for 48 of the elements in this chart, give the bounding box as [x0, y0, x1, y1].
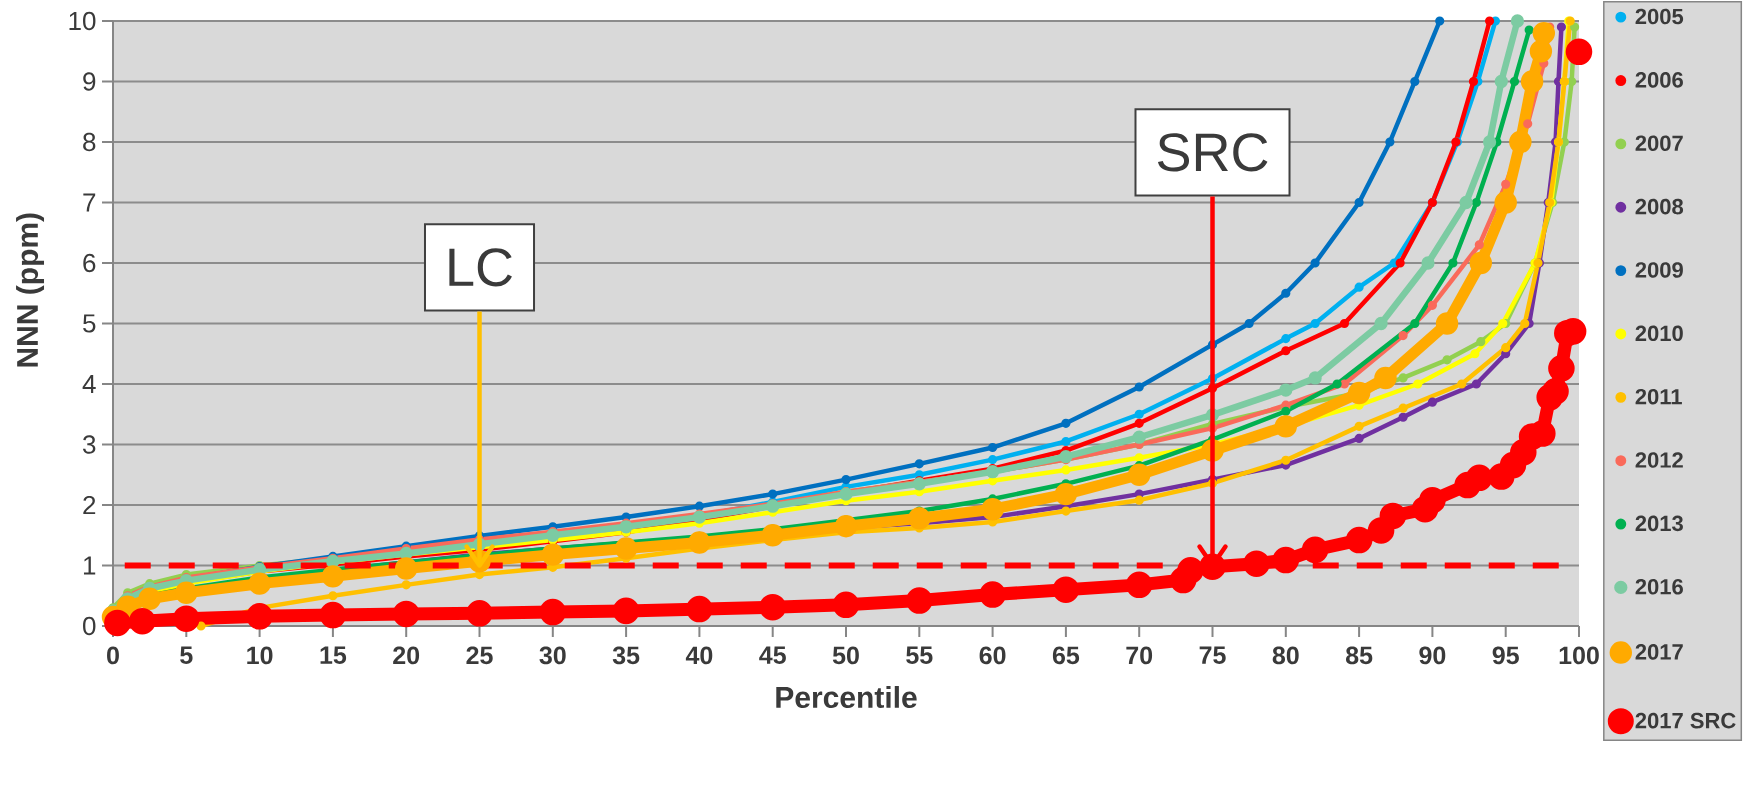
y-tick-label: 2 — [83, 495, 96, 515]
legend-label: 2009 — [1635, 262, 1683, 278]
x-tick-label: 100 — [1559, 646, 1599, 665]
x-tick-label: 55 — [906, 646, 933, 664]
y-axis-title: NNN (ppm) — [16, 213, 45, 367]
x-tick-label: 5 — [180, 646, 193, 664]
x-axis-title: Percentile — [776, 686, 917, 709]
x-tick-label: 50 — [832, 646, 859, 665]
legend-label: 2012 — [1635, 452, 1683, 468]
annotation: SRC — [1157, 133, 1268, 172]
x-tick-label: 20 — [393, 646, 420, 665]
legend-label: 2017 SRC — [1635, 712, 1736, 729]
legend-label: 2008 — [1635, 198, 1684, 215]
x-tick-label: 95 — [1492, 646, 1519, 665]
legend-label: 2005 — [1635, 8, 1684, 25]
y-tick-label: 0 — [83, 616, 96, 636]
x-tick-label: 80 — [1272, 646, 1299, 665]
x-tick-label: 70 — [1126, 646, 1153, 665]
x-tick-label: 45 — [759, 646, 786, 664]
y-tick-label: 5 — [83, 314, 96, 333]
x-tick-label: 0 — [107, 646, 119, 665]
x-tick-label: 35 — [612, 646, 640, 665]
x-tick-label: 60 — [979, 646, 1006, 665]
x-tick-label: 75 — [1199, 646, 1226, 664]
x-tick-label: 85 — [1346, 646, 1373, 665]
x-tick-label: 30 — [539, 646, 566, 665]
x-tick-label: 65 — [1052, 646, 1080, 665]
legend-label: 2007 — [1635, 135, 1683, 152]
x-tick-label: 15 — [320, 646, 347, 664]
y-tick-label: 1 — [83, 556, 96, 575]
y-tick-label: 7 — [83, 193, 96, 212]
y-tick-label: 10 — [69, 11, 96, 31]
annotation: LC — [449, 248, 512, 287]
y-tick-label: 3 — [83, 435, 96, 454]
legend-label: 2010 — [1635, 325, 1683, 342]
legend-label: 2017 — [1635, 644, 1683, 660]
y-tick-label: 8 — [83, 132, 96, 152]
x-tick-label: 40 — [685, 646, 713, 665]
legend-label: 2011 — [1635, 388, 1682, 405]
y-tick-label: 4 — [82, 375, 96, 393]
legend-label: 2013 — [1635, 515, 1683, 532]
x-tick-label: 90 — [1419, 646, 1446, 665]
x-tick-label: 25 — [466, 646, 493, 665]
legend-label: 2006 — [1635, 72, 1683, 88]
y-tick-label: 9 — [83, 72, 96, 91]
y-tick-label: 6 — [83, 253, 96, 273]
legend-label: 2016 — [1635, 578, 1683, 595]
x-tick-label: 10 — [247, 646, 273, 665]
